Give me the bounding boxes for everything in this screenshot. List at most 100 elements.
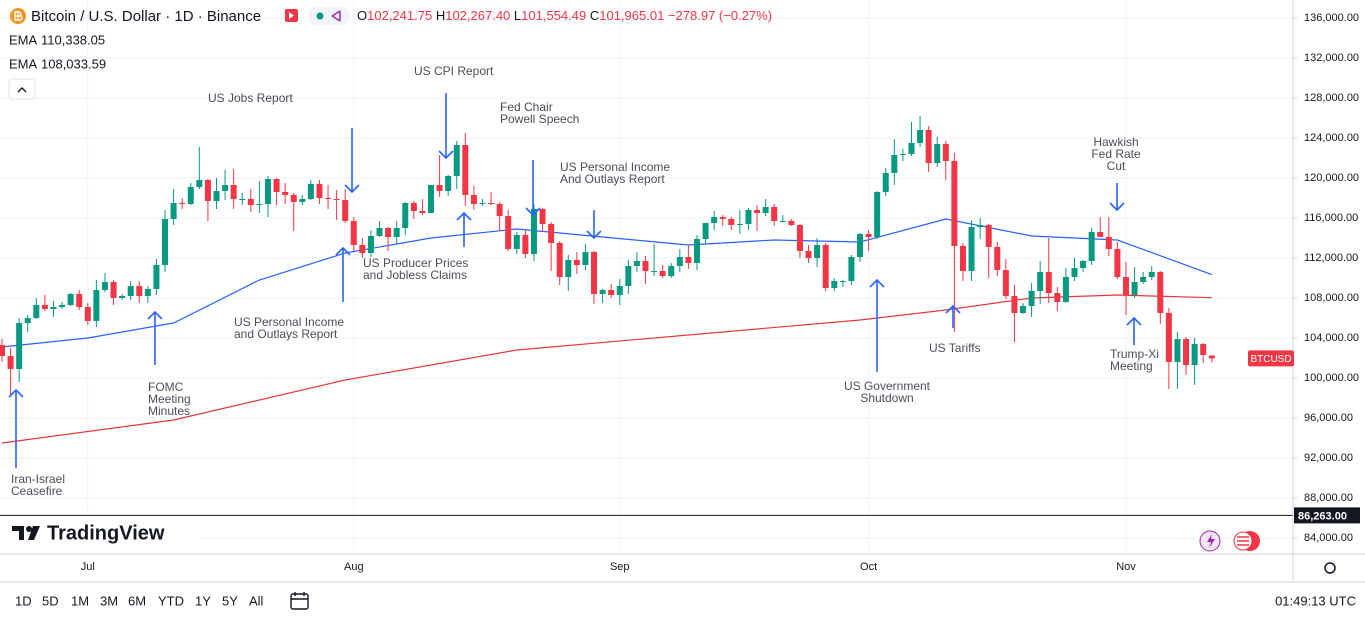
annotation-text: and Jobless Claims: [363, 268, 467, 282]
range-button[interactable]: 3M: [100, 593, 118, 608]
market-status-dot: [316, 12, 324, 20]
candle-body: [273, 179, 280, 192]
collapse-button[interactable]: [8, 78, 36, 100]
range-button[interactable]: 1Y: [195, 593, 211, 608]
candle-body: [153, 265, 160, 289]
range-button[interactable]: 6M: [128, 593, 146, 608]
candle-body: [67, 294, 74, 305]
share-icon: [331, 10, 341, 22]
range-button[interactable]: 5D: [42, 593, 59, 608]
x-tick-label: Nov: [1116, 561, 1136, 573]
candle-body: [633, 261, 640, 266]
range-button[interactable]: YTD: [158, 593, 184, 608]
candle-body: [539, 209, 546, 224]
range-button[interactable]: 1M: [71, 593, 89, 608]
candle-body: [59, 305, 66, 307]
y-tick-label: 88,000.00: [1304, 492, 1353, 504]
candle-body: [608, 290, 615, 295]
candle-body: [1148, 272, 1155, 277]
candle-body: [110, 282, 117, 298]
candle-body: [453, 145, 460, 176]
candle-body: [959, 246, 966, 271]
annotation-arrow: [335, 246, 351, 302]
annotation-text: US CPI Report: [414, 64, 494, 78]
candle-body: [316, 184, 323, 198]
candle-body: [470, 195, 477, 204]
settings-icon[interactable]: [1324, 562, 1336, 574]
annotation-arrow: [8, 388, 24, 468]
annotation-text: Shutdown: [860, 391, 913, 405]
annotation-text: Meeting: [1110, 359, 1153, 373]
indicator-name: EMA: [9, 32, 38, 47]
candle-body: [367, 236, 374, 253]
price-tag-label: 86,263.00: [1298, 510, 1347, 522]
candle-body: [213, 191, 220, 201]
candle-body: [779, 221, 786, 222]
candle-body: [582, 252, 589, 265]
range-button[interactable]: 5Y: [222, 593, 238, 608]
ohlc-prefix: C: [590, 8, 599, 23]
candle-body: [788, 221, 795, 225]
annotation-text: Cut: [1107, 159, 1126, 173]
candle-body: [796, 225, 803, 251]
annotation-arrow: [869, 278, 885, 372]
candle-body: [994, 247, 1001, 270]
y-tick-label: 128,000.00: [1304, 92, 1359, 104]
candle-body: [917, 130, 924, 143]
candle-body: [50, 307, 57, 309]
candle-body: [187, 187, 194, 204]
logo-mark: [12, 526, 24, 540]
y-tick-label: 136,000.00: [1304, 12, 1359, 24]
clock: 01:49:13 UTC: [1275, 593, 1356, 608]
ema-line: [1, 294, 1212, 444]
candle-body: [445, 176, 452, 191]
candle-body: [16, 323, 23, 369]
candle-body: [359, 245, 366, 253]
candle-body: [1114, 249, 1121, 277]
candle-body: [1062, 277, 1069, 302]
candle-body: [745, 210, 752, 224]
candle-body: [256, 204, 263, 205]
candle-body: [350, 221, 357, 245]
range-button[interactable]: All: [249, 593, 264, 608]
candle-body: [565, 260, 572, 277]
candle-body: [144, 289, 151, 296]
candle-body: [573, 260, 580, 265]
candle-body: [1208, 355, 1215, 359]
candle-body: [307, 184, 314, 199]
candle-body: [1122, 277, 1129, 295]
flag-icon-glyph: [289, 12, 294, 19]
annotation-text: Meeting: [148, 392, 191, 406]
annotation-text: Trump-Xi: [1110, 347, 1159, 361]
status-pill[interactable]: [308, 7, 350, 25]
logo-text: TradingView: [47, 522, 165, 544]
candle-body: [736, 224, 743, 225]
logo-mark: [28, 526, 40, 540]
y-tick-label: 116,000.00: [1304, 212, 1358, 224]
candle-body: [93, 290, 100, 321]
ohlc-value: 101,554.49: [521, 8, 586, 23]
bitcoin-icon-glyph: [14, 11, 23, 21]
candle-body: [342, 200, 349, 221]
candle-body: [479, 203, 486, 204]
candle-body: [196, 180, 203, 187]
y-tick-label: 132,000.00: [1304, 52, 1359, 64]
candle-body: [642, 261, 649, 271]
calendar-icon[interactable]: [290, 593, 309, 610]
ohlc-value: 101,965.01: [599, 8, 664, 23]
candle-body: [685, 257, 692, 263]
calendar-icon-glyph: [291, 592, 308, 600]
candle-body: [136, 286, 143, 296]
annotation-arrow: [586, 210, 602, 240]
annotation-text: US Government: [844, 379, 931, 393]
candle-body: [513, 235, 520, 249]
range-button[interactable]: 1D: [15, 593, 32, 608]
candle-body: [728, 219, 735, 225]
candle-body: [839, 281, 846, 282]
candle-body: [857, 234, 863, 257]
candle-body: [505, 216, 512, 249]
ema-line: [1, 218, 1213, 348]
candle-body: [385, 228, 392, 237]
candle-body: [908, 143, 915, 154]
annotation-text: Fed Chair: [500, 100, 553, 114]
